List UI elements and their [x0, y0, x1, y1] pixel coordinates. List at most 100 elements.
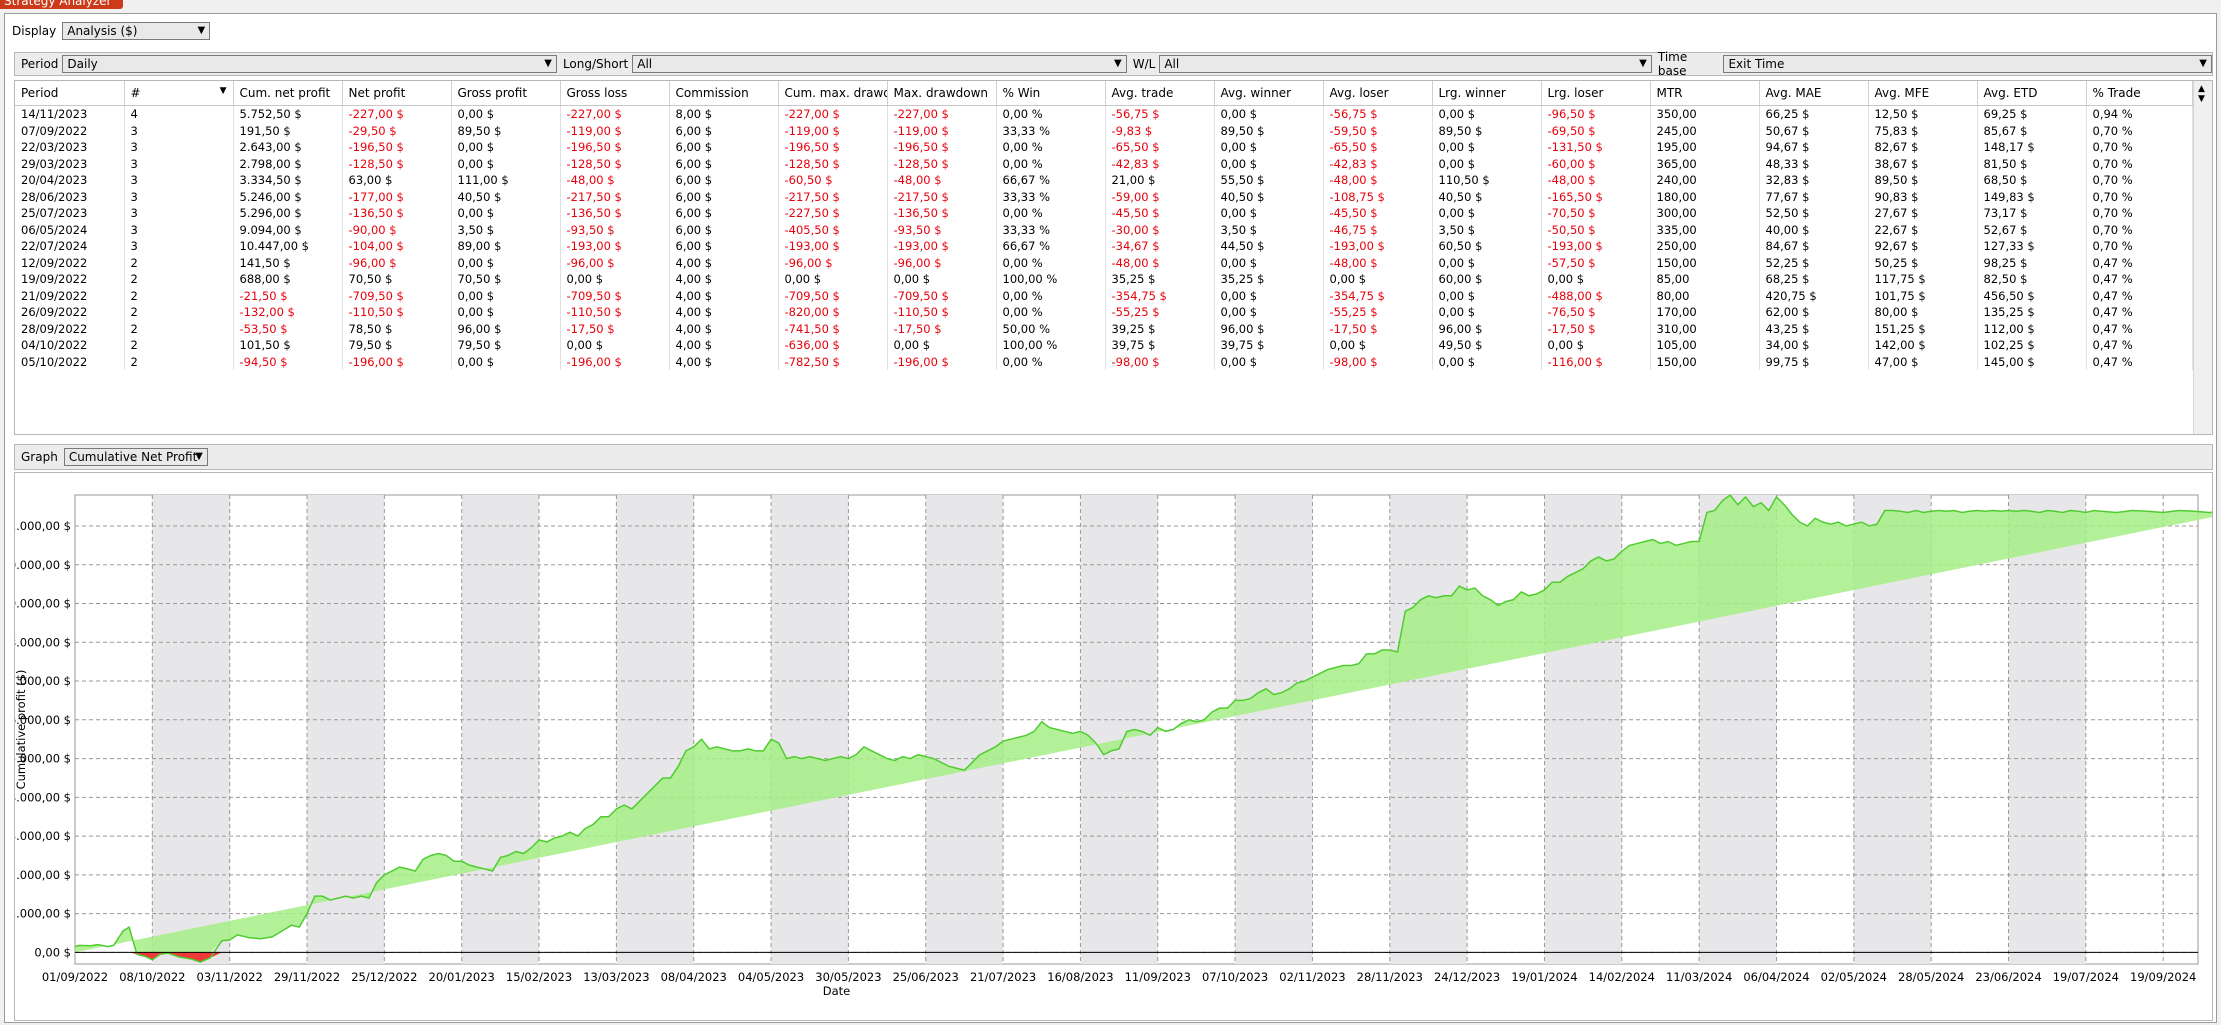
table-row[interactable]: 22/07/2024 3 10.447,00 $ -104,00 $89,00 $ -1…	[15, 238, 2193, 255]
table-row[interactable]: 28/09/2022 2 -53,50 $78,50 $96,00 $ -17,50 …	[15, 320, 2193, 337]
table-cell: 0,00 $	[451, 205, 561, 222]
table-cell: -217,50 $	[778, 188, 888, 205]
table-row[interactable]: 06/05/2024 3 9.094,00 $ -90,00 $3,50 $ -93,5…	[15, 221, 2193, 238]
table-row[interactable]: 04/10/2022 2 101,50 $79,50 $79,50 $0,00 $4…	[15, 337, 2193, 354]
table-cell: -196,50 $	[887, 139, 997, 156]
analysis-table: Period # ▼ Cum. net profit Net profit Gross p…	[15, 81, 2193, 370]
column-header[interactable]: Max. drawdown	[887, 81, 997, 106]
time-band	[461, 495, 540, 964]
table-row[interactable]: 22/03/2023 3 2.643,00 $ -196,50 $0,00 $ -196…	[15, 139, 2193, 156]
table-cell: -217,50 $	[560, 188, 670, 205]
table-cell: 63,00 $	[342, 172, 452, 189]
long-short-select[interactable]: All ▼	[632, 55, 1127, 73]
table-cell: 98,25 $	[1977, 254, 2087, 271]
time-band	[1235, 495, 1313, 964]
table-row[interactable]: 07/09/2022 3 191,50 $ -29,50 $89,50 $ -119,0…	[15, 122, 2193, 139]
x-tick-label: 23/06/2024	[1975, 970, 2041, 984]
table-row[interactable]: 25/07/2023 3 5.296,00 $ -136,50 $0,00 $ -136…	[15, 205, 2193, 222]
column-header[interactable]: Gross profit	[451, 81, 561, 106]
table-row[interactable]: 26/09/2022 2 -132,00 $ -110,50 $0,00 $ -110,…	[15, 304, 2193, 321]
table-row[interactable]: 29/03/2023 3 2.798,00 $ -128,50 $0,00 $ -128…	[15, 155, 2193, 172]
y-tick-label: 10.000,00 $	[15, 558, 71, 572]
table-cell: 60,50 $	[1432, 238, 1542, 255]
column-header[interactable]: % Trade	[2086, 81, 2193, 106]
table-cell: 170,00	[1650, 304, 1760, 321]
table-row[interactable]: 21/09/2022 2 -21,50 $ -709,50 $0,00 $ -709,5…	[15, 287, 2193, 304]
table-row[interactable]: 20/04/2023 3 3.334,50 $63,00 $111,00 $ -48,…	[15, 172, 2193, 189]
x-tick-label: 28/11/2023	[1357, 970, 1423, 984]
table-cell: 6,00 $	[669, 205, 779, 222]
table-cell: -50,50 $	[1541, 221, 1651, 238]
top-strip	[0, 0, 2221, 12]
long-short-label: Long/Short	[562, 57, 629, 71]
chart-panel: 0,00 $ 1.000,00 $ 2.000,00 $ 3.000,00 $ 4.00…	[14, 472, 2213, 1021]
table-cell: -709,50 $	[887, 287, 997, 304]
scroll-up-icon[interactable]: ▲	[2198, 84, 2205, 94]
x-tick-label: 25/06/2023	[893, 970, 959, 984]
table-cell: 111,00 $	[451, 172, 561, 189]
table-cell: -60,50 $	[778, 172, 888, 189]
column-header[interactable]: Net profit	[342, 81, 452, 106]
y-tick-label: 4.000,00 $	[15, 790, 71, 804]
table-row[interactable]: 12/09/2022 2 141,50 $ -96,00 $0,00 $ -96,00 …	[15, 254, 2193, 271]
table-cell: -70,50 $	[1541, 205, 1651, 222]
table-cell: 3	[124, 155, 234, 172]
table-cell: 60,00 $	[1432, 271, 1542, 288]
table-row[interactable]: 19/09/2022 2 688,00 $70,50 $70,50 $0,00 $4…	[15, 271, 2193, 288]
x-tick-label: 08/10/2022	[119, 970, 185, 984]
table-cell: 0,00 $	[887, 271, 997, 288]
table-cell: 07/09/2022	[15, 122, 125, 139]
table-cell: -196,00 $	[342, 353, 452, 370]
column-header[interactable]: Avg. MFE	[1868, 81, 1978, 106]
table-cell: 19/09/2022	[15, 271, 125, 288]
table-cell: -136,50 $	[560, 205, 670, 222]
scroll-down-icon[interactable]: ▼	[2198, 94, 2205, 104]
column-header[interactable]: Avg. trade	[1105, 81, 1215, 106]
strategy-analyzer-tab[interactable]: Strategy Analyzer	[0, 0, 123, 9]
column-header[interactable]: Commission	[669, 81, 779, 106]
table-row[interactable]: 28/06/2023 3 5.246,00 $ -177,00 $40,50 $ -21…	[15, 188, 2193, 205]
x-tick-label: 02/11/2023	[1279, 970, 1345, 984]
filter-bar: Period Daily ▼ Long/Short All ▼ W/L All …	[14, 50, 2213, 78]
table-header-row: Period # ▼ Cum. net profit Net profit Gross p…	[15, 81, 2193, 106]
column-header[interactable]: Lrg. loser	[1541, 81, 1651, 106]
table-cell: 0,70 %	[2086, 238, 2193, 255]
column-header[interactable]: Lrg. winner	[1432, 81, 1542, 106]
table-cell: 3	[124, 238, 234, 255]
column-header[interactable]: MTR	[1650, 81, 1760, 106]
column-header[interactable]: Avg. MAE	[1759, 81, 1869, 106]
table-cell: 102,25 $	[1977, 337, 2087, 354]
period-select[interactable]: Daily ▼	[62, 55, 557, 73]
graph-select[interactable]: Cumulative Net Profit ▼	[63, 448, 208, 466]
column-header[interactable]: Avg. ETD	[1977, 81, 2087, 106]
table-cell: 47,00 $	[1868, 353, 1978, 370]
table-cell: -53,50 $	[233, 320, 343, 337]
column-header[interactable]: Cum. net profit	[233, 81, 343, 106]
table-cell: 456,50 $	[1977, 287, 2087, 304]
table-cell: 89,00 $	[451, 238, 561, 255]
table-cell: 4,00 $	[669, 304, 779, 321]
column-header[interactable]: # ▼	[124, 81, 234, 106]
display-select[interactable]: Analysis ($) ▼	[62, 22, 211, 40]
column-header[interactable]: Period	[15, 81, 125, 106]
table-row[interactable]: 05/10/2022 2 -94,50 $ -196,00 $0,00 $ -196,0…	[15, 353, 2193, 370]
table-cell: 2	[124, 337, 234, 354]
column-header[interactable]: Gross loss	[560, 81, 670, 106]
wl-value: All	[1164, 57, 1180, 71]
vertical-scrollbar[interactable]: ▲ ▼	[2193, 81, 2212, 434]
table-cell: 0,00 %	[996, 139, 1106, 156]
table-cell: 2	[124, 254, 234, 271]
wl-select[interactable]: All ▼	[1159, 55, 1652, 73]
table-row[interactable]: 14/11/2023 4 5.752,50 $ -227,00 $0,00 $ -227…	[15, 105, 2193, 123]
table-cell: 350,00	[1650, 105, 1760, 123]
column-header[interactable]: Cum. max. drawdo	[778, 81, 888, 106]
table-cell: 149,83 $	[1977, 188, 2087, 205]
table-cell: 0,00 %	[996, 287, 1106, 304]
column-header[interactable]: Avg. loser	[1323, 81, 1433, 106]
column-header[interactable]: % Win	[996, 81, 1106, 106]
table-cell: 0,00 $	[1214, 254, 1324, 271]
time-base-select[interactable]: Exit Time ▼	[1723, 55, 2212, 73]
y-tick-label: 2.000,00 $	[15, 868, 71, 882]
table-cell: -709,50 $	[778, 287, 888, 304]
column-header[interactable]: Avg. winner	[1214, 81, 1324, 106]
